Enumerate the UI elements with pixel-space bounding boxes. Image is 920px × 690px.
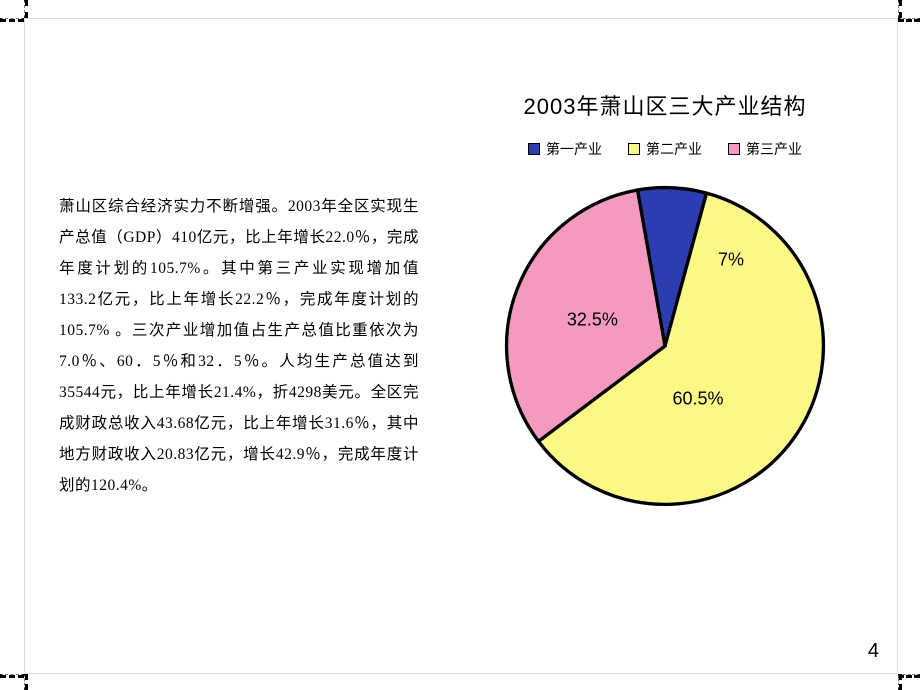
legend-item-3: 第三产业 (728, 139, 802, 159)
frame-right-top (898, 0, 902, 18)
pie-container: 7% 60.5% 32.5% (500, 181, 830, 511)
pie-chart-region: 2003年萧山区三大产业结构 第一产业 第二产业 第三产业 7% 60.5% 3… (445, 49, 885, 609)
legend-item-2: 第二产业 (628, 139, 702, 159)
legend-swatch-2 (628, 143, 640, 155)
legend-label-3: 第三产业 (746, 139, 802, 159)
legend-swatch-1 (528, 143, 540, 155)
pie-slices (507, 188, 824, 505)
pie-label-2: 60.5% (672, 388, 723, 409)
page-number: 4 (868, 640, 879, 663)
slide-canvas: 萧山区综合经济实力不断增强。2003年全区实现生产总值（GDP）410亿元，比上… (24, 18, 898, 674)
legend-label-1: 第一产业 (546, 139, 602, 159)
body-paragraph: 萧山区综合经济实力不断增强。2003年全区实现生产总值（GDP）410亿元，比上… (59, 191, 419, 501)
frame-bottom-left (0, 674, 24, 678)
frame-right-bottom (898, 674, 902, 690)
legend-item-1: 第一产业 (528, 139, 602, 159)
frame-top-left (0, 18, 24, 22)
chart-title: 2003年萧山区三大产业结构 (445, 89, 885, 121)
pie-svg (500, 181, 830, 511)
legend-swatch-3 (728, 143, 740, 155)
chart-legend: 第一产业 第二产业 第三产业 (445, 139, 885, 159)
pie-label-3: 32.5% (567, 309, 618, 330)
frame-left-bottom (24, 674, 28, 690)
pie-label-1: 7% (718, 250, 744, 271)
frame-top-right (898, 18, 920, 22)
frame-left-top (24, 0, 28, 18)
legend-label-2: 第二产业 (646, 139, 702, 159)
